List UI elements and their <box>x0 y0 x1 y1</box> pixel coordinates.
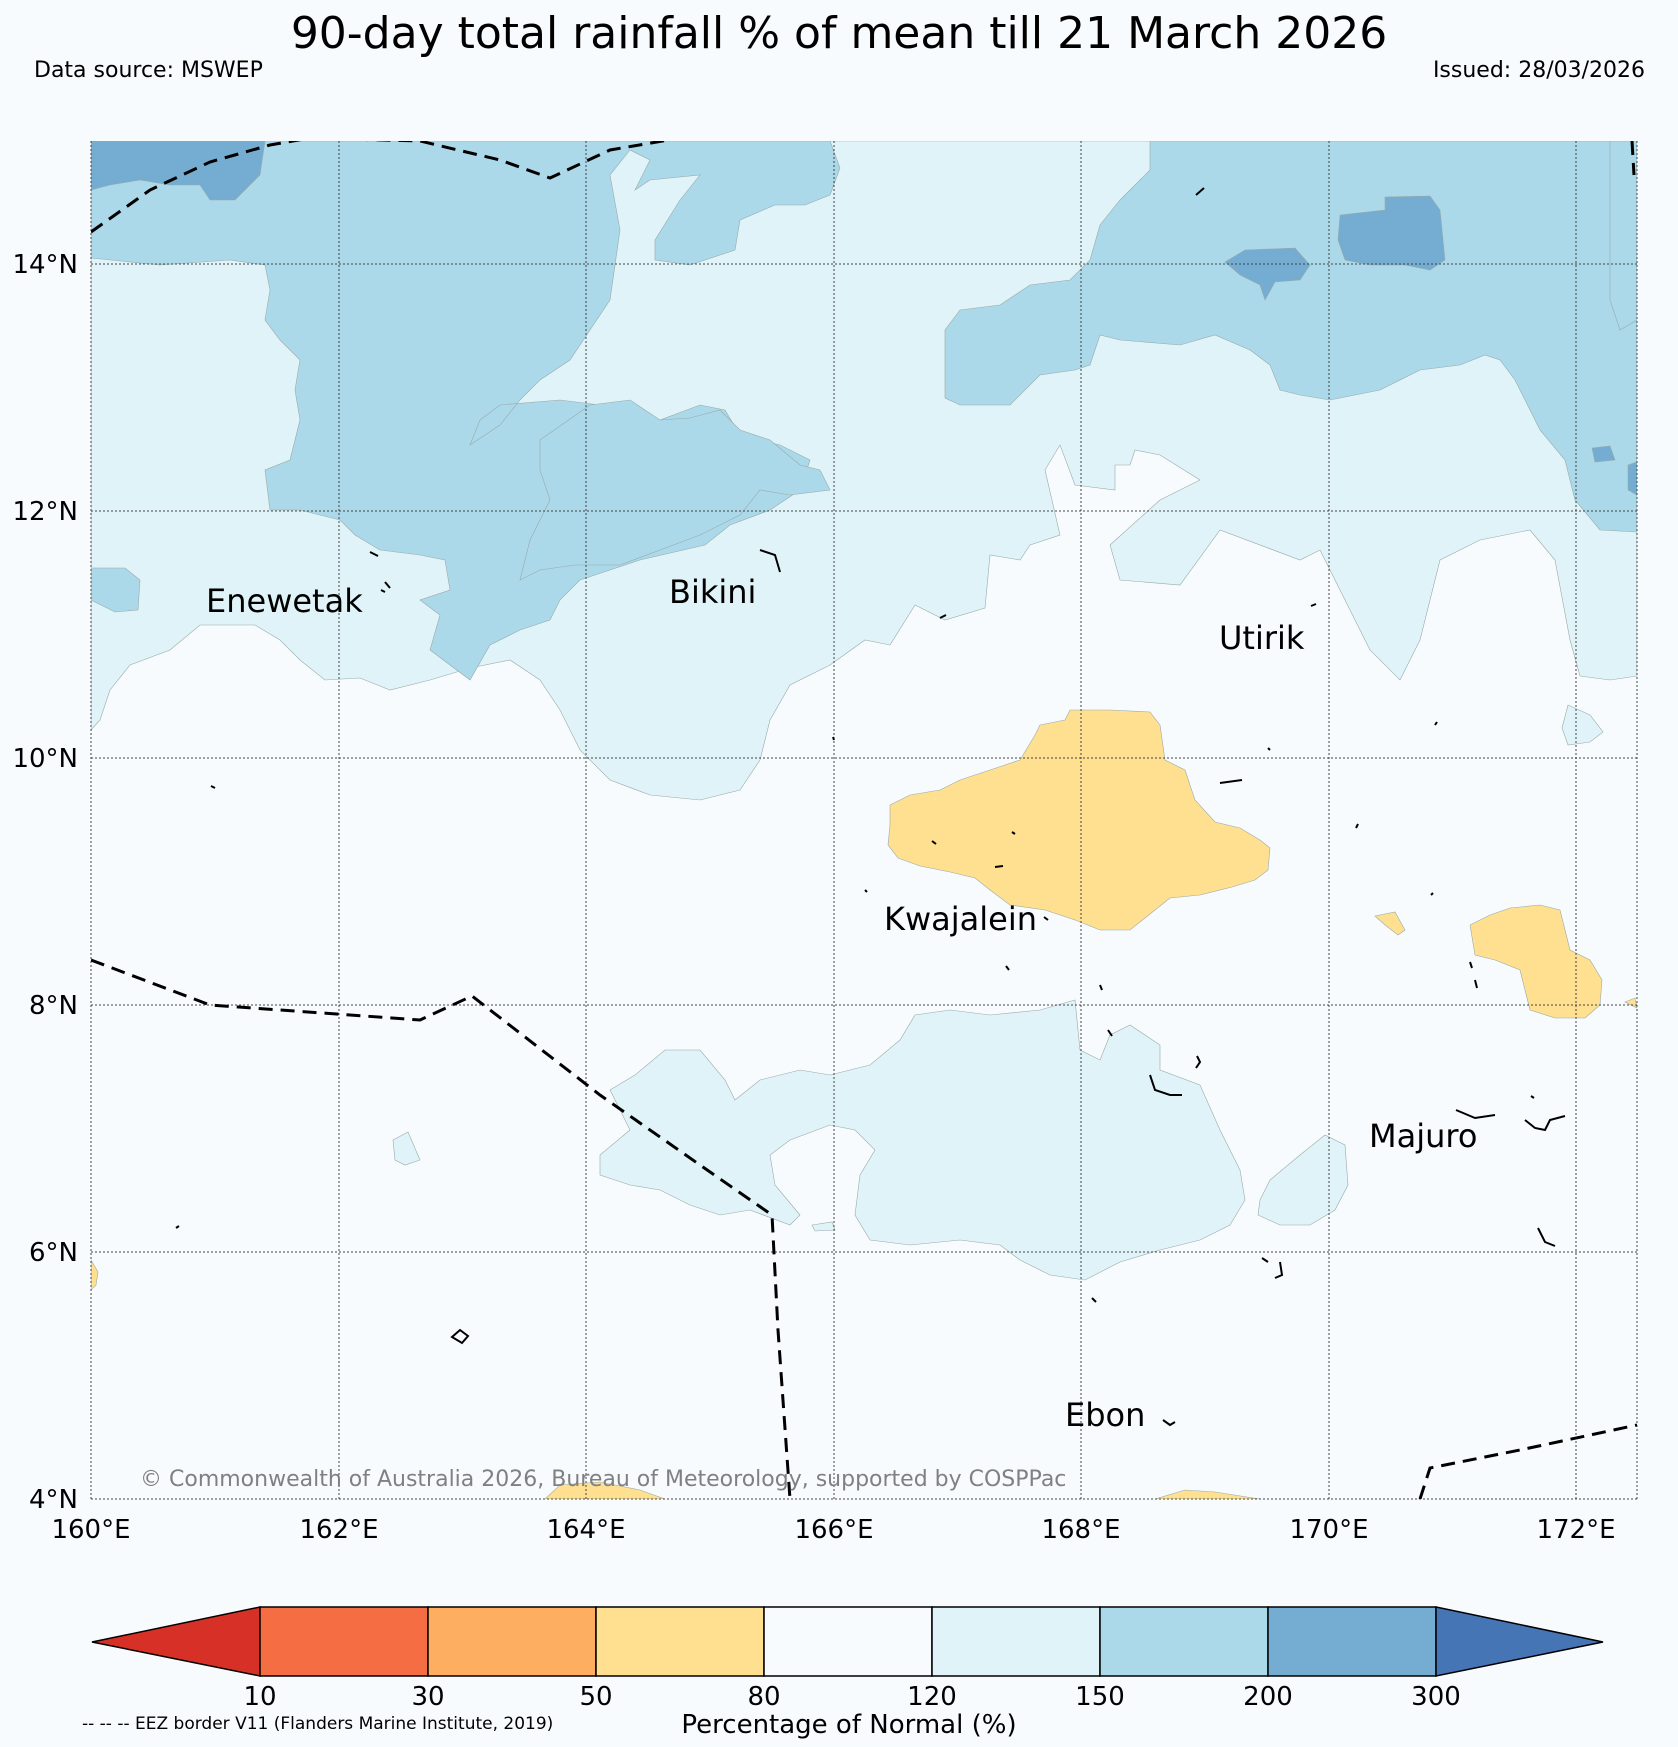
colorbar-swatch-50-80 <box>595 1606 765 1677</box>
colorbar-label: 80 <box>747 1682 780 1712</box>
lon-tick-label: 162°E <box>299 1515 378 1545</box>
band-200-300-east-small <box>1224 247 1311 301</box>
colorbar-label: 150 <box>1075 1682 1125 1712</box>
lon-tick-label: 160°E <box>51 1515 130 1545</box>
lon-tick-label: 172°E <box>1536 1515 1615 1545</box>
colorbar-label: 300 <box>1411 1682 1461 1712</box>
colorbar-swatch-120-150 <box>931 1606 1101 1677</box>
lat-tick-label: 6°N <box>29 1238 78 1268</box>
band-50-80-south-1 <box>544 1481 666 1499</box>
lon-tick-label: 168°E <box>1041 1515 1120 1545</box>
place-ebon: Ebon <box>1065 1396 1145 1434</box>
colorbar-swatch-10-30 <box>259 1606 429 1677</box>
lat-tick-label: 14°N <box>12 250 78 280</box>
band-150-200-west-patch <box>91 567 141 613</box>
colorbar-label: 200 <box>1243 1682 1293 1712</box>
colorbar-extend-low <box>91 1606 261 1677</box>
place-majuro: Majuro <box>1369 1117 1477 1155</box>
colorbar-labels: 10 30 50 80 120 150 200 300 <box>243 1682 1460 1712</box>
lat-tick-label: 12°N <box>12 497 78 527</box>
band-120-150-south <box>599 999 1246 1281</box>
issued-date: Issued: 28/03/2026 <box>1432 58 1645 83</box>
band-200-300-northwest <box>91 141 266 201</box>
lat-tick-labels: 14°N 12°N 10°N 8°N 6°N 4°N <box>12 250 78 1515</box>
map-title: 90-day total rainfall % of mean till 21 … <box>290 8 1388 59</box>
band-50-80-kwajalein <box>887 709 1271 931</box>
place-bikini: Bikini <box>669 573 756 611</box>
band-50-80-east-2 <box>1374 911 1406 936</box>
colorbar-label: 10 <box>243 1682 276 1712</box>
band-50-80-east-1 <box>1469 904 1603 1019</box>
eez-southwest <box>91 958 792 1499</box>
data-source: Data source: MSWEP <box>34 58 263 83</box>
band-150-200-bikini <box>519 399 831 581</box>
colorbar-extend-high <box>1435 1606 1604 1677</box>
colorbar-swatch-80-120 <box>763 1606 933 1677</box>
rainfall-field <box>91 141 1637 1499</box>
band-120-150-majuro-west <box>1257 1134 1349 1226</box>
colorbar-label: 120 <box>907 1682 957 1712</box>
lon-tick-label: 170°E <box>1289 1515 1368 1545</box>
colorbar <box>91 1606 1604 1677</box>
place-labels: Enewetak Bikini Utirik Kwajalein Majuro … <box>206 573 1477 1434</box>
eez-southeast <box>1418 1423 1637 1499</box>
colorbar-label: 50 <box>579 1682 612 1712</box>
band-120-150-small-south <box>811 1221 836 1232</box>
band-150-200-far-east <box>1609 141 1637 331</box>
place-kwajalein: Kwajalein <box>884 900 1037 938</box>
band-120-150-small-west <box>392 1131 421 1166</box>
lon-tick-label: 166°E <box>794 1515 873 1545</box>
lat-tick-label: 10°N <box>12 744 78 774</box>
band-200-300-tiny-1 <box>1591 445 1616 463</box>
place-utirik: Utirik <box>1219 619 1305 657</box>
eez-northeast <box>1630 141 1636 176</box>
colorbar-swatch-30-50 <box>427 1606 597 1677</box>
colorbar-swatch-200-300 <box>1267 1606 1437 1677</box>
band-50-80-west-edge <box>91 1259 99 1291</box>
lon-tick-labels: 160°E 162°E 164°E 166°E 168°E 170°E 172°… <box>51 1515 1615 1545</box>
band-200-300-tiny-2 <box>1627 461 1637 496</box>
atolls <box>175 187 1566 1427</box>
band-150-200-east <box>944 141 1637 533</box>
eez-borders <box>91 141 1637 1499</box>
colorbar-label: 30 <box>411 1682 444 1712</box>
band-50-80-south-2 <box>1154 1489 1261 1499</box>
copyright-notice: © Commonwealth of Australia 2026, Bureau… <box>140 1467 1066 1492</box>
colorbar-swatch-150-200 <box>1099 1606 1269 1677</box>
band-200-300-east <box>1337 195 1446 271</box>
place-enewetak: Enewetak <box>206 582 363 620</box>
lon-tick-label: 164°E <box>546 1515 625 1545</box>
band-120-150-east-patch <box>1561 704 1604 746</box>
lat-tick-label: 4°N <box>29 1485 78 1515</box>
eez-footnote: -- -- -- EEZ border V11 (Flanders Marine… <box>82 1714 554 1734</box>
gridlines <box>90 141 1638 1500</box>
colorbar-title: Percentage of Normal (%) <box>681 1710 1017 1740</box>
lat-tick-label: 8°N <box>29 991 78 1021</box>
